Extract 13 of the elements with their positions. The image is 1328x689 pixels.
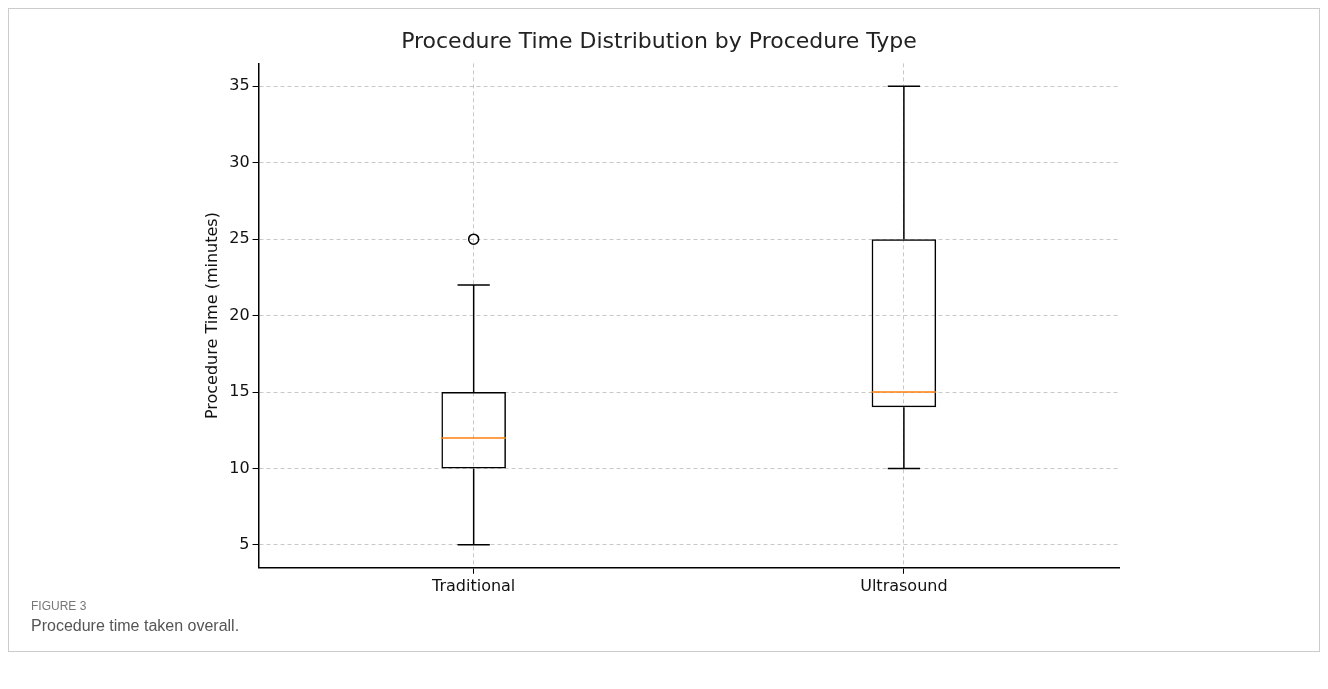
y-tick-label: 15 [229,381,250,401]
x-tick-label: Traditional [431,575,516,595]
y-tick-label: 25 [229,228,250,248]
chart-title: Procedure Time Distribution by Procedure Type [401,27,917,53]
x-tick-label: Ultrasound [860,575,948,595]
y-tick-label: 5 [239,534,250,554]
y-axis-title: Procedure Time (minutes) [201,212,221,420]
y-tick-label: 30 [229,151,250,171]
y-tick-label: 20 [229,304,250,324]
y-tick-label: 10 [229,457,250,477]
caption: FIGURE 3 [31,599,88,613]
text: Procedure time taken overall. [31,617,241,635]
y-tick-label: 35 [229,75,250,95]
